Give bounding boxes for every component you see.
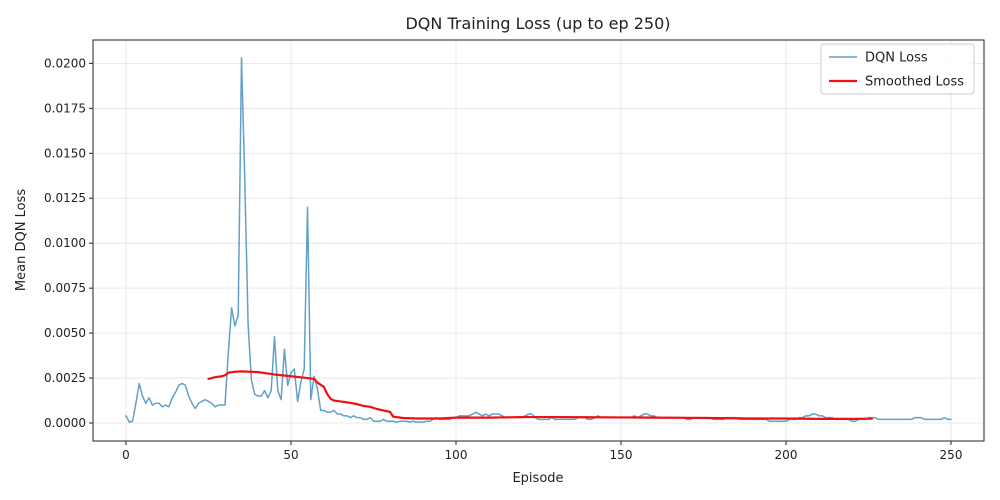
- y-ticks: 0.0000 0.0025 0.0050 0.0075 0.0100 0.0125 0.01…: [44, 56, 93, 430]
- x-ticks: 0 50 100 150 200 250: [122, 441, 962, 462]
- y-tick-label: 0.0050: [44, 326, 86, 340]
- y-tick-label: 0.0075: [44, 281, 86, 295]
- plot-frame: [92, 39, 985, 442]
- y-axis-label: Mean DQN Loss: [14, 189, 29, 291]
- y-tick-label: 0.0000: [44, 416, 86, 430]
- y-tick-label: 0.0150: [44, 146, 86, 160]
- legend-label: Smoothed Loss: [865, 75, 964, 90]
- series-line-dqn-loss: [125, 57, 952, 423]
- x-tick-label: 0: [122, 448, 130, 462]
- grid: [93, 40, 984, 441]
- series-line-smoothed-loss: [207, 370, 873, 420]
- x-tick-label: 100: [445, 448, 468, 462]
- legend-label: DQN Loss: [865, 51, 928, 66]
- chart-title: DQN Training Loss (up to ep 250): [405, 14, 670, 33]
- y-tick-label: 0.0200: [44, 56, 86, 70]
- y-tick-label: 0.0125: [44, 191, 86, 205]
- y-tick-label: 0.0100: [44, 236, 86, 250]
- series-layer: [125, 57, 952, 423]
- x-tick-label: 50: [283, 448, 298, 462]
- y-tick-label: 0.0175: [44, 101, 86, 115]
- x-tick-label: 150: [610, 448, 633, 462]
- legend-box: [820, 43, 975, 95]
- legend: DQN Loss Smoothed Loss: [820, 43, 975, 95]
- x-tick-label: 250: [940, 448, 963, 462]
- x-tick-label: 200: [775, 448, 798, 462]
- x-axis-label: Episode: [512, 471, 563, 486]
- y-tick-label: 0.0025: [44, 371, 86, 385]
